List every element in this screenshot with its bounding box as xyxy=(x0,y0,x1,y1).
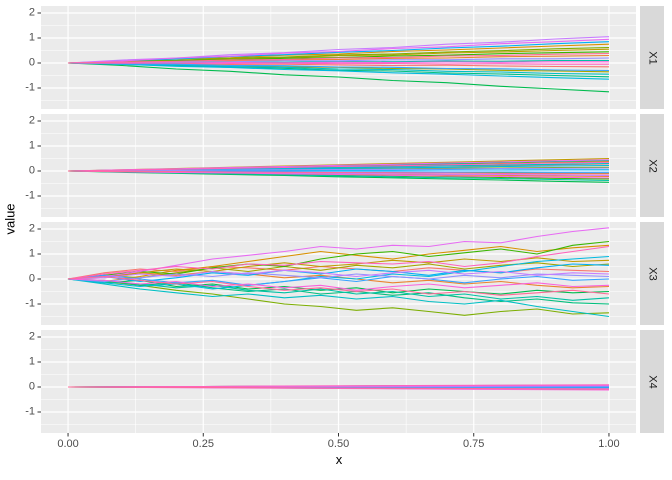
series-line xyxy=(67,275,610,296)
x-tick-label: 0.00 xyxy=(57,438,79,450)
series-line xyxy=(67,245,610,280)
series-line xyxy=(67,170,610,179)
series-line xyxy=(67,255,610,290)
facet-strip-label: X4 xyxy=(646,374,659,389)
facet-strip-label: X1 xyxy=(646,50,659,65)
series-line xyxy=(67,278,610,318)
facet-strip-X4 xyxy=(640,330,664,433)
series-line xyxy=(67,161,610,172)
y-tick-label: 0 xyxy=(28,272,35,285)
series-line xyxy=(67,263,610,283)
series-line xyxy=(67,62,610,80)
y-tick-label: -1 xyxy=(25,189,35,202)
series-line xyxy=(67,384,610,388)
series-line xyxy=(67,57,610,64)
series-line xyxy=(67,278,610,295)
series-line xyxy=(67,240,610,280)
facet-strip-X2 xyxy=(640,114,664,217)
x-axis-title: x xyxy=(335,452,343,467)
series-line xyxy=(67,170,610,175)
y-tick-label: 1 xyxy=(28,355,35,368)
facet-strip-X3 xyxy=(640,222,664,325)
series-line xyxy=(67,278,610,305)
series-line xyxy=(67,167,610,172)
x-tick-label: 0.50 xyxy=(327,438,350,450)
y-tick-label: -1 xyxy=(25,297,35,310)
y-tick-label: 2 xyxy=(28,222,35,235)
y-tick-label: -1 xyxy=(25,405,35,418)
y-tick-label: 1 xyxy=(28,31,35,44)
y-axis-title: value xyxy=(2,203,18,235)
x-tick-label: 1.00 xyxy=(598,438,620,450)
y-tick-label: 0 xyxy=(28,164,35,177)
y-tick-label: 0 xyxy=(28,56,35,69)
series-line xyxy=(67,62,610,93)
series-line xyxy=(67,278,610,301)
x-tick-label: 0.75 xyxy=(463,438,485,450)
y-tick-label: 1 xyxy=(28,247,35,260)
y-tick-label: 2 xyxy=(28,6,35,19)
series-line xyxy=(67,52,610,64)
series-line xyxy=(67,62,610,75)
facet-strip-X1 xyxy=(640,6,664,109)
series-line xyxy=(67,62,610,72)
series-line xyxy=(67,386,610,390)
series-line xyxy=(67,278,610,316)
series-line xyxy=(67,244,610,283)
series-line xyxy=(67,278,610,291)
series-line xyxy=(67,41,610,64)
y-tick-label: -1 xyxy=(25,81,35,94)
y-tick-label: 2 xyxy=(28,114,35,127)
y-tick-label: 0 xyxy=(28,380,35,393)
facet-strip-label: X2 xyxy=(646,158,659,173)
series-line xyxy=(67,274,610,286)
y-tick-label: 2 xyxy=(28,330,35,343)
series-line xyxy=(67,269,610,280)
series-line xyxy=(67,38,610,64)
series-line xyxy=(67,272,610,283)
facet-strip-label: X3 xyxy=(646,266,659,281)
y-tick-label: 1 xyxy=(28,139,35,152)
series-line xyxy=(67,270,610,289)
x-tick-label: 0.25 xyxy=(192,438,214,450)
series-line xyxy=(67,62,609,65)
series-line xyxy=(67,46,610,64)
